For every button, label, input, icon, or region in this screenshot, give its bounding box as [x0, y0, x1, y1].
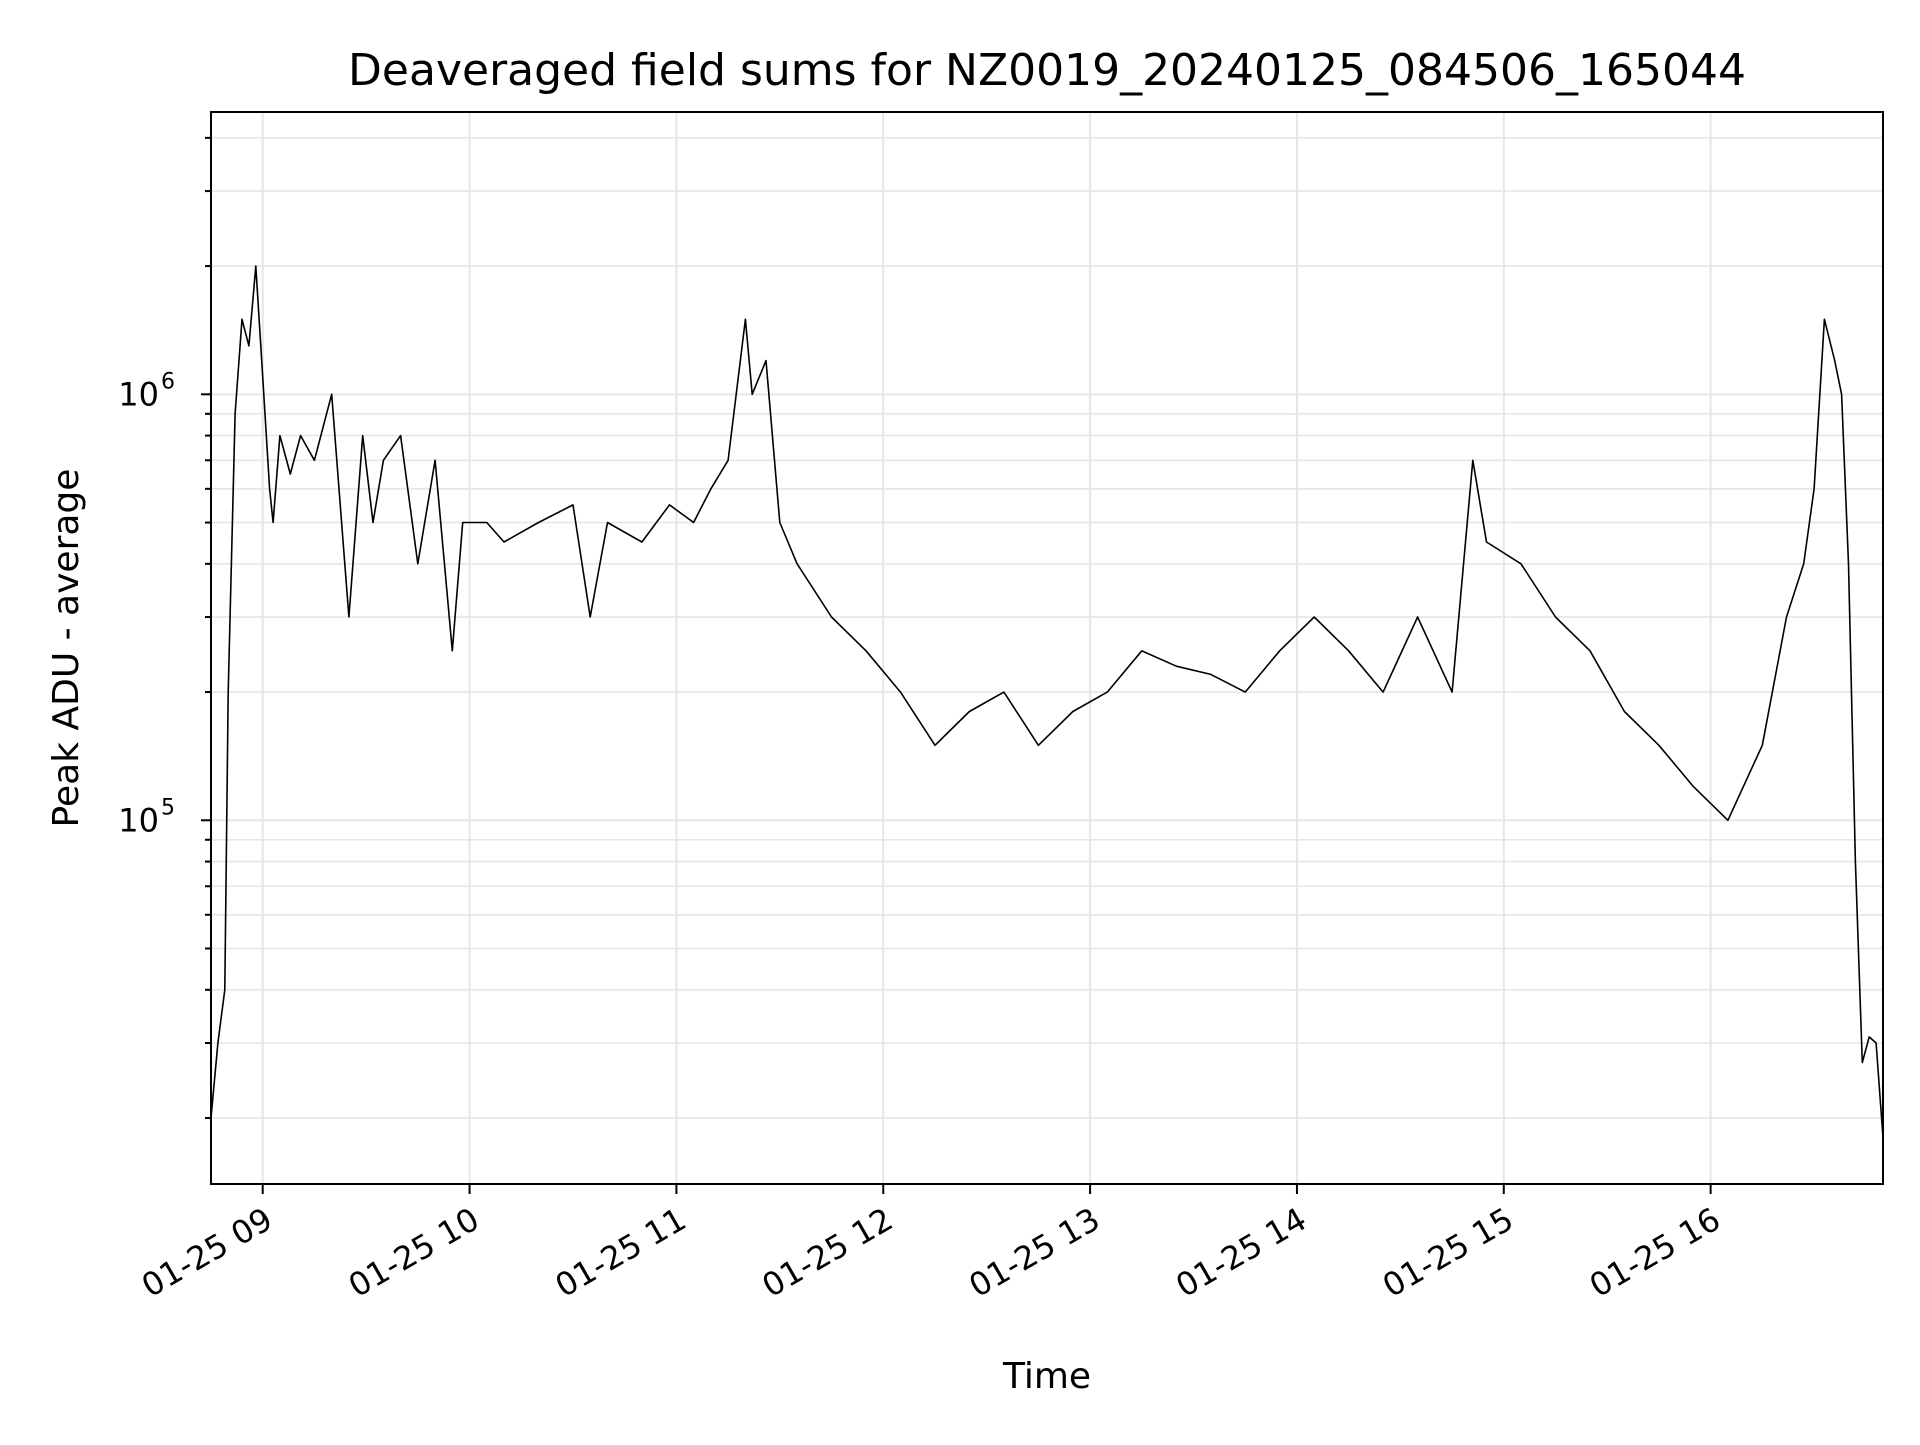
x-axis-label: Time: [1002, 1356, 1091, 1397]
x-tick-label: 01-25 09: [135, 1200, 279, 1305]
x-tick-label: 01-25 14: [1169, 1200, 1313, 1305]
chart-title: Deaveraged field sums for NZ0019_2024012…: [348, 45, 1746, 96]
y-tick-exponent: 5: [161, 795, 175, 820]
y-tick-label: 10: [118, 375, 159, 413]
x-tick-label: 01-25 16: [1583, 1200, 1727, 1305]
x-tick-label: 01-25 13: [962, 1200, 1106, 1305]
plot-frame: [210, 111, 1884, 1185]
x-tick-label: 01-25 10: [342, 1200, 486, 1305]
y-tick-label: 10: [118, 801, 159, 839]
y-tick-exponent: 6: [161, 369, 175, 394]
axes: 01-25 09 01-25 10 01-25 11 01-25 12 01-25 13…: [118, 136, 1727, 1305]
grid: [211, 112, 1883, 1184]
y-axis-label: Peak ADU - average: [46, 469, 87, 828]
plot-area: [210, 265, 1884, 1138]
x-tick-label: 01-25 15: [1376, 1200, 1520, 1305]
data-series-line: [210, 265, 1884, 1138]
x-tick-label: 01-25 12: [756, 1200, 900, 1305]
x-tick-label: 01-25 11: [549, 1200, 693, 1305]
